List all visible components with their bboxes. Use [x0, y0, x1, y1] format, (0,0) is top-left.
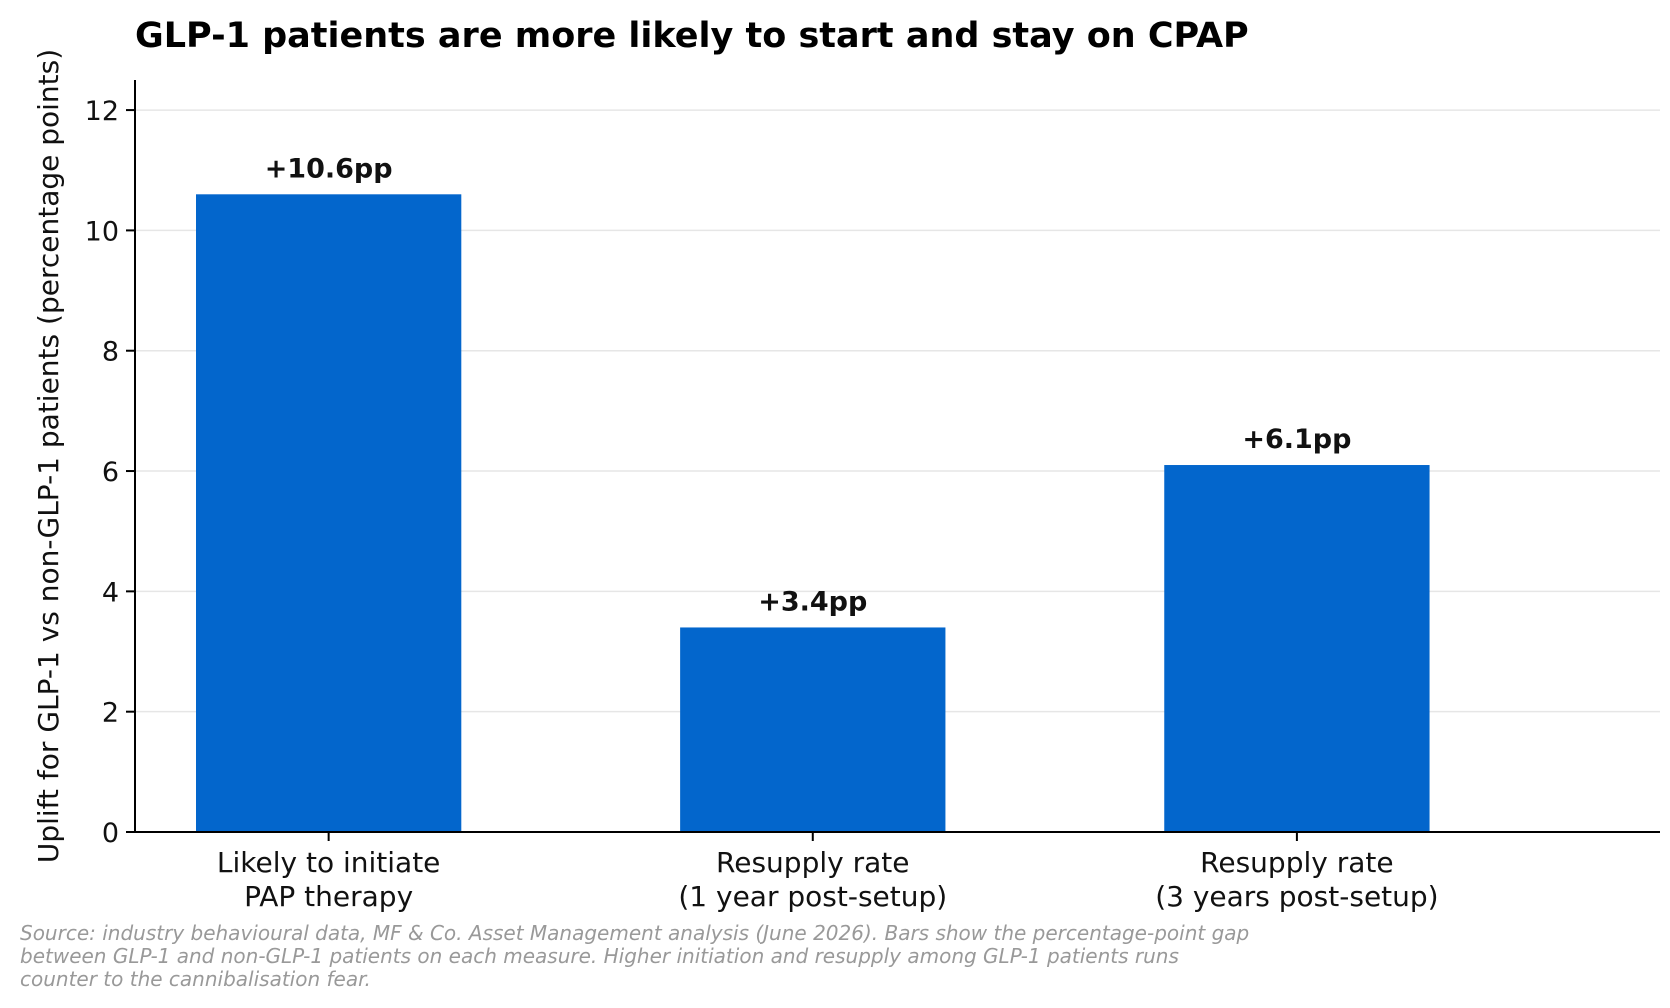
- chart-title: GLP-1 patients are more likely to start …: [135, 16, 1249, 56]
- y-tick-label: 8: [102, 337, 119, 368]
- data-label: +3.4pp: [758, 586, 867, 617]
- y-axis-ticks: 0 2 4 6 8 10 12: [85, 96, 135, 849]
- x-tick-label-line: Resupply rate: [716, 846, 909, 879]
- y-tick-label: 12: [85, 96, 119, 127]
- y-tick-label: 0: [102, 818, 119, 849]
- y-tick-label: 6: [102, 457, 119, 488]
- x-tick-label: Likely to initiate PAP therapy: [217, 846, 441, 913]
- bar: [1164, 465, 1430, 832]
- x-tick-label-line: (3 years post-setup): [1155, 880, 1438, 913]
- bar: [680, 627, 946, 832]
- axes: [134, 80, 1660, 833]
- data-label: +6.1pp: [1242, 424, 1351, 455]
- x-axis-ticks: Likely to initiate PAP therapy Resupply ra…: [217, 832, 1439, 913]
- x-tick-label: Resupply rate (3 years post-setup): [1155, 846, 1438, 913]
- bars: [196, 194, 1430, 832]
- data-label: +10.6pp: [265, 153, 393, 184]
- data-labels: +10.6pp +3.4pp +6.1pp: [265, 153, 1352, 617]
- x-tick-label: Resupply rate (1 year post-setup): [678, 846, 947, 913]
- x-tick-label-line: Likely to initiate: [217, 846, 441, 879]
- x-tick-label-line: Resupply rate: [1200, 846, 1393, 879]
- y-tick-label: 2: [102, 698, 119, 729]
- y-tick-label: 4: [102, 577, 119, 608]
- y-axis-label: Uplift for GLP-1 vs non-GLP-1 patients (…: [32, 49, 65, 863]
- x-tick-label-line: (1 year post-setup): [678, 880, 947, 913]
- x-tick-label-line: PAP therapy: [244, 880, 413, 913]
- source-note: Source: industry behavioural data, MF & …: [20, 921, 1250, 991]
- y-tick-label: 10: [85, 216, 119, 247]
- bar: [196, 194, 462, 832]
